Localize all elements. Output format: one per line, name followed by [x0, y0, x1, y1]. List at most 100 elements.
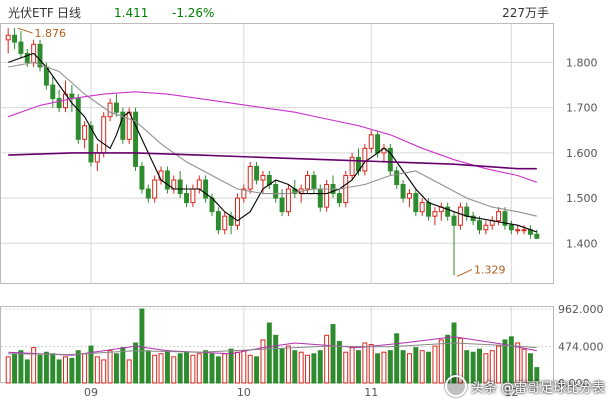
volume-bar-up: [158, 353, 164, 384]
candle-up: [234, 197, 240, 226]
candle-up: [241, 188, 247, 199]
candles: [5, 28, 540, 276]
volume-bar-down: [527, 353, 533, 384]
volume-bar-up: [107, 350, 113, 384]
candle-down: [145, 188, 151, 199]
volume-bar-down: [37, 354, 43, 384]
candle-up: [343, 174, 349, 204]
volume-bars: [5, 308, 540, 384]
volume-bar-up: [349, 347, 355, 384]
volume-bar-down: [12, 353, 18, 384]
volume-bar-up: [94, 356, 100, 384]
volume-bar-down: [164, 350, 170, 384]
candle-down: [502, 211, 508, 226]
volume-bar-down: [470, 351, 476, 384]
candle-up: [94, 152, 100, 163]
candle-down: [279, 197, 285, 213]
candle-up: [362, 147, 368, 172]
high-marker-label: 1.876: [35, 27, 67, 40]
candle-up: [324, 184, 330, 208]
candle-down: [464, 206, 470, 217]
volume-bar-down: [273, 334, 279, 384]
candle-up: [190, 188, 196, 204]
candle-up: [419, 202, 425, 213]
volume-total: 227万手: [502, 6, 549, 20]
volume-bar-up: [82, 353, 88, 384]
candle-down: [184, 193, 189, 204]
candle-up: [82, 125, 88, 140]
volume-bar-up: [63, 356, 68, 384]
candle-up: [5, 34, 11, 41]
candle-down: [534, 233, 540, 239]
volume-bar-down: [75, 350, 81, 384]
volume-bar-down: [394, 333, 400, 384]
candle-down: [508, 224, 514, 231]
candle-down: [24, 52, 30, 63]
candle-up: [368, 134, 374, 149]
volume-ma10-line: [8, 342, 537, 356]
moving-averages: [8, 52, 537, 356]
volume-bar-down: [317, 350, 323, 384]
volume-tick-label: 0.000: [558, 377, 590, 390]
volume-bar-up: [190, 354, 196, 384]
volume-bar-up: [489, 350, 495, 384]
candle-down: [139, 165, 145, 190]
volume-bar-up: [152, 354, 158, 384]
candle-down: [75, 98, 81, 140]
month-tick-label: 12: [504, 386, 518, 399]
volume-bar-down: [215, 356, 221, 384]
candle-up: [349, 156, 355, 176]
volume-ma5-line: [8, 336, 537, 356]
volume-bar-up: [260, 339, 266, 384]
candle-down: [203, 179, 209, 199]
watermark: 头条 @雷哥足球比分表: [435, 374, 605, 398]
price-tick-label: 1.500: [566, 192, 598, 205]
candle-down: [311, 174, 317, 190]
volume-bar-up: [171, 356, 177, 384]
volume-bar-down: [534, 367, 540, 384]
volume-bar-up: [241, 350, 247, 384]
price-tick-label: 1.400: [566, 237, 598, 250]
candle-up: [222, 215, 228, 231]
axis-labels: 1.800 1.700 1.600 1.500 1.400 962.000 474.000 0…: [17, 27, 604, 399]
volume-bar-up: [381, 351, 387, 384]
candle-down: [451, 215, 457, 226]
volume-bar-down: [145, 350, 151, 384]
price-ma10-line: [8, 61, 537, 217]
volume-bar-down: [400, 350, 406, 384]
price-ma5-line: [8, 52, 537, 233]
volume-bar-up: [343, 351, 349, 384]
price-ma60-line: [8, 152, 537, 170]
candle-down: [164, 170, 170, 190]
price-change: -1.26%: [172, 6, 214, 20]
volume-bar-down: [292, 350, 298, 384]
volume-bar-down: [69, 357, 75, 384]
volume-bar-down: [177, 353, 183, 384]
candle-down: [37, 43, 43, 68]
volume-bar-down: [387, 350, 393, 384]
volume-bar-down: [375, 353, 381, 384]
volume-bar-down: [330, 324, 336, 384]
candle-up: [483, 224, 489, 231]
volume-bar-down: [24, 359, 30, 384]
volume-bar-down: [120, 347, 126, 384]
volume-bar-down: [254, 356, 260, 384]
volume-bar-down: [56, 359, 62, 384]
volume-bar-up: [222, 353, 228, 384]
candle-down: [177, 179, 183, 195]
price-tick-label: 1.800: [566, 56, 598, 69]
volume-bar-up: [521, 348, 527, 384]
volume-bar-up: [305, 354, 311, 384]
volume-bar-up: [324, 334, 330, 384]
candle-up: [285, 188, 291, 213]
candle-down: [113, 102, 119, 113]
volume-bar-down: [426, 351, 432, 384]
candle-down: [56, 98, 62, 109]
candle-up: [521, 229, 527, 232]
candle-up: [101, 116, 107, 154]
candle-down: [375, 134, 381, 154]
volume-bar-up: [247, 354, 253, 384]
candle-down: [445, 206, 451, 217]
